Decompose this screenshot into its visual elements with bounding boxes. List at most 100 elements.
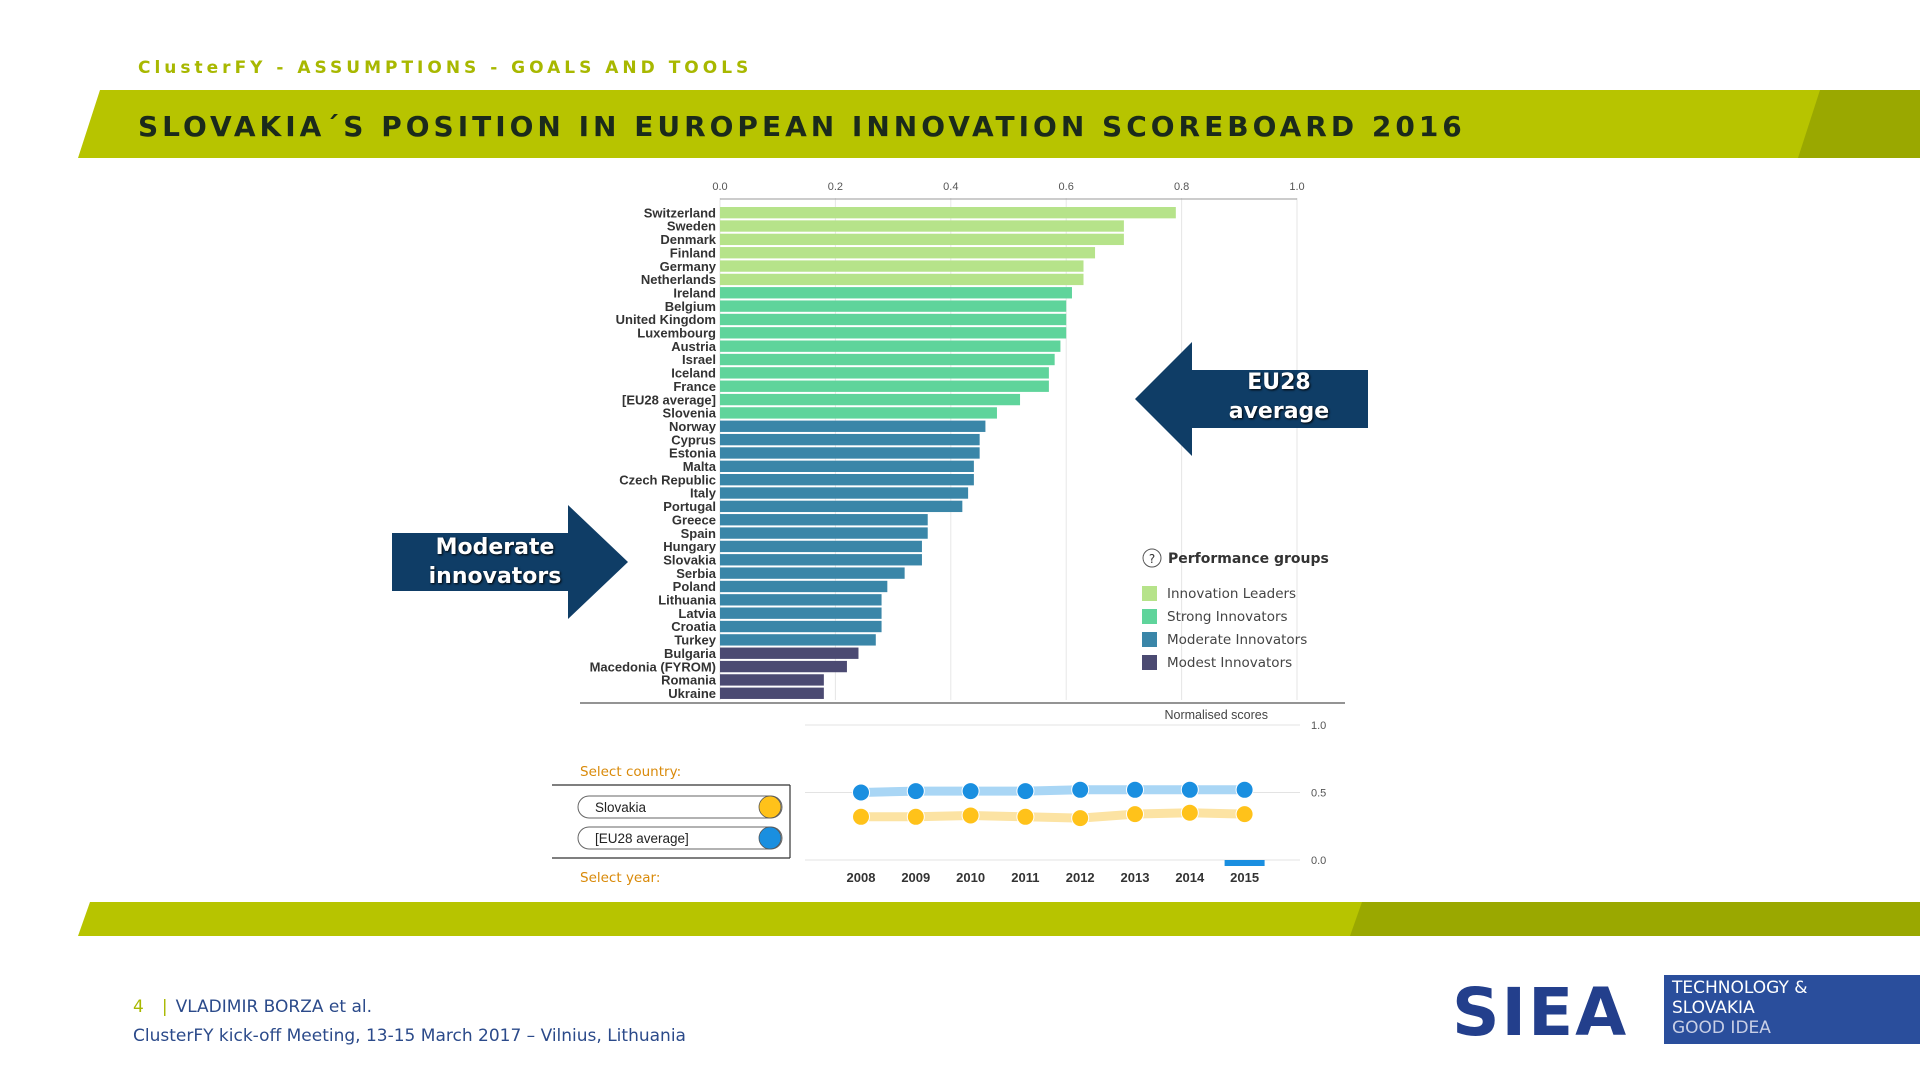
x-tick-label: 1.0 [1289, 181, 1304, 193]
moderate-arrow-shape [392, 505, 628, 619]
bar [720, 594, 882, 606]
bar [720, 273, 1084, 286]
year-label[interactable]: 2008 [847, 870, 876, 885]
moderate-callout-arrow [392, 505, 628, 619]
bar [720, 607, 882, 619]
series-point [852, 807, 870, 826]
series-point [1235, 780, 1254, 799]
country-pill-label: [EU28 average] [595, 831, 689, 846]
category-label: Poland [673, 579, 716, 594]
series-point [1071, 780, 1090, 799]
category-label: Sweden [667, 219, 716, 234]
bar [720, 660, 847, 673]
category-label: Germany [660, 259, 717, 274]
bar [720, 340, 1061, 352]
series-point [961, 782, 980, 801]
series-point [1180, 780, 1199, 799]
y-tick-label: 0.0 [1311, 855, 1326, 867]
category-label: Slovenia [663, 406, 717, 421]
bar [720, 393, 1021, 406]
bar [720, 353, 1055, 366]
category-label: Latvia [678, 606, 716, 621]
category-label: Netherlands [641, 272, 716, 287]
year-label[interactable]: 2011 [1011, 870, 1039, 885]
x-tick-label: 0.8 [1174, 181, 1189, 193]
series-point [1016, 807, 1035, 826]
x-tick-label: 0.4 [943, 181, 958, 193]
performance-legend: ? Performance groups Innovation Leaders Str… [1142, 548, 1329, 671]
footer-separator: | [161, 997, 168, 1017]
category-label: Bulgaria [664, 646, 717, 661]
series-point [906, 782, 925, 801]
country-pill[interactable] [577, 795, 783, 819]
bar [720, 207, 1176, 219]
category-label: Spain [681, 526, 716, 541]
selected-year-marker [1224, 860, 1265, 866]
legend-swatch [1142, 609, 1157, 624]
year-label[interactable]: 2010 [956, 870, 985, 885]
bar [720, 460, 974, 472]
category-label: Malta [683, 459, 717, 474]
footer-event: ClusterFY kick-off Meeting, 13-15 March … [133, 1026, 686, 1046]
series-point [1126, 805, 1144, 824]
category-label: Italy [690, 486, 717, 501]
bar [720, 647, 859, 659]
eu28-callout-line2: average [1228, 399, 1330, 424]
legend-item-label: Strong Innovators [1167, 609, 1288, 625]
bar [720, 687, 824, 699]
eu28-callout-line1: EU28 [1247, 370, 1311, 395]
series-point [1071, 809, 1090, 828]
year-label[interactable]: 2009 [901, 870, 930, 885]
bar [720, 567, 905, 579]
country-pill[interactable] [577, 826, 783, 850]
select-year-label: Select year: [580, 870, 660, 886]
bar [720, 474, 974, 486]
bar [720, 620, 882, 633]
bar [720, 287, 1072, 299]
legend-swatch [1142, 655, 1157, 670]
category-label: Iceland [671, 366, 716, 381]
bottom-band-accent [1350, 902, 1920, 936]
bar [720, 433, 980, 446]
bar [720, 674, 824, 686]
series-band [860, 785, 1245, 797]
category-label: Hungary [663, 539, 717, 554]
bar [720, 247, 1096, 259]
footer-author-line: 4 | VLADIMIR BORZA et al. [133, 997, 372, 1017]
section-label: ClusterFY - ASSUMPTIONS - GOALS AND TOOL… [138, 58, 753, 78]
category-label: Norway [669, 419, 717, 434]
series-point [1016, 782, 1035, 801]
bar [720, 407, 997, 419]
year-label[interactable]: 2012 [1066, 870, 1095, 885]
bar [720, 554, 922, 566]
x-tick-label: 0.0 [712, 181, 727, 193]
bar [720, 233, 1124, 246]
bar [720, 527, 928, 539]
series-point [1235, 805, 1254, 824]
category-label: United Kingdom [616, 312, 716, 327]
country-color-dot [758, 826, 782, 850]
technology-slovakia-logo: TECHNOLOGY & SLOVAKIA GOOD IDEA [1664, 975, 1920, 1044]
category-label: Belgium [665, 299, 716, 314]
year-label[interactable]: 2013 [1121, 870, 1150, 885]
category-label: [EU28 average] [622, 392, 716, 407]
category-label: Greece [672, 512, 716, 527]
year-label[interactable]: 2014 [1175, 870, 1205, 885]
eu28-arrow-shape [1135, 342, 1368, 456]
bar [720, 367, 1049, 379]
title-band [78, 90, 1920, 158]
series-point [906, 807, 925, 826]
series-point [1126, 780, 1144, 799]
bar [720, 300, 1067, 312]
category-label: Luxembourg [637, 326, 716, 341]
y-tick-label: 0.5 [1311, 788, 1326, 800]
bar [720, 220, 1124, 232]
year-label[interactable]: 2015 [1230, 870, 1259, 885]
category-label: Estonia [669, 446, 717, 461]
line-chart: Normalised scores 1.0 0.5 0.0 2008 2009 2010 20… [805, 708, 1326, 885]
category-label: Israel [682, 352, 716, 367]
country-color-dot [758, 795, 782, 819]
help-question-icon [1142, 548, 1162, 568]
series-band [861, 808, 1245, 823]
bar [720, 313, 1067, 326]
